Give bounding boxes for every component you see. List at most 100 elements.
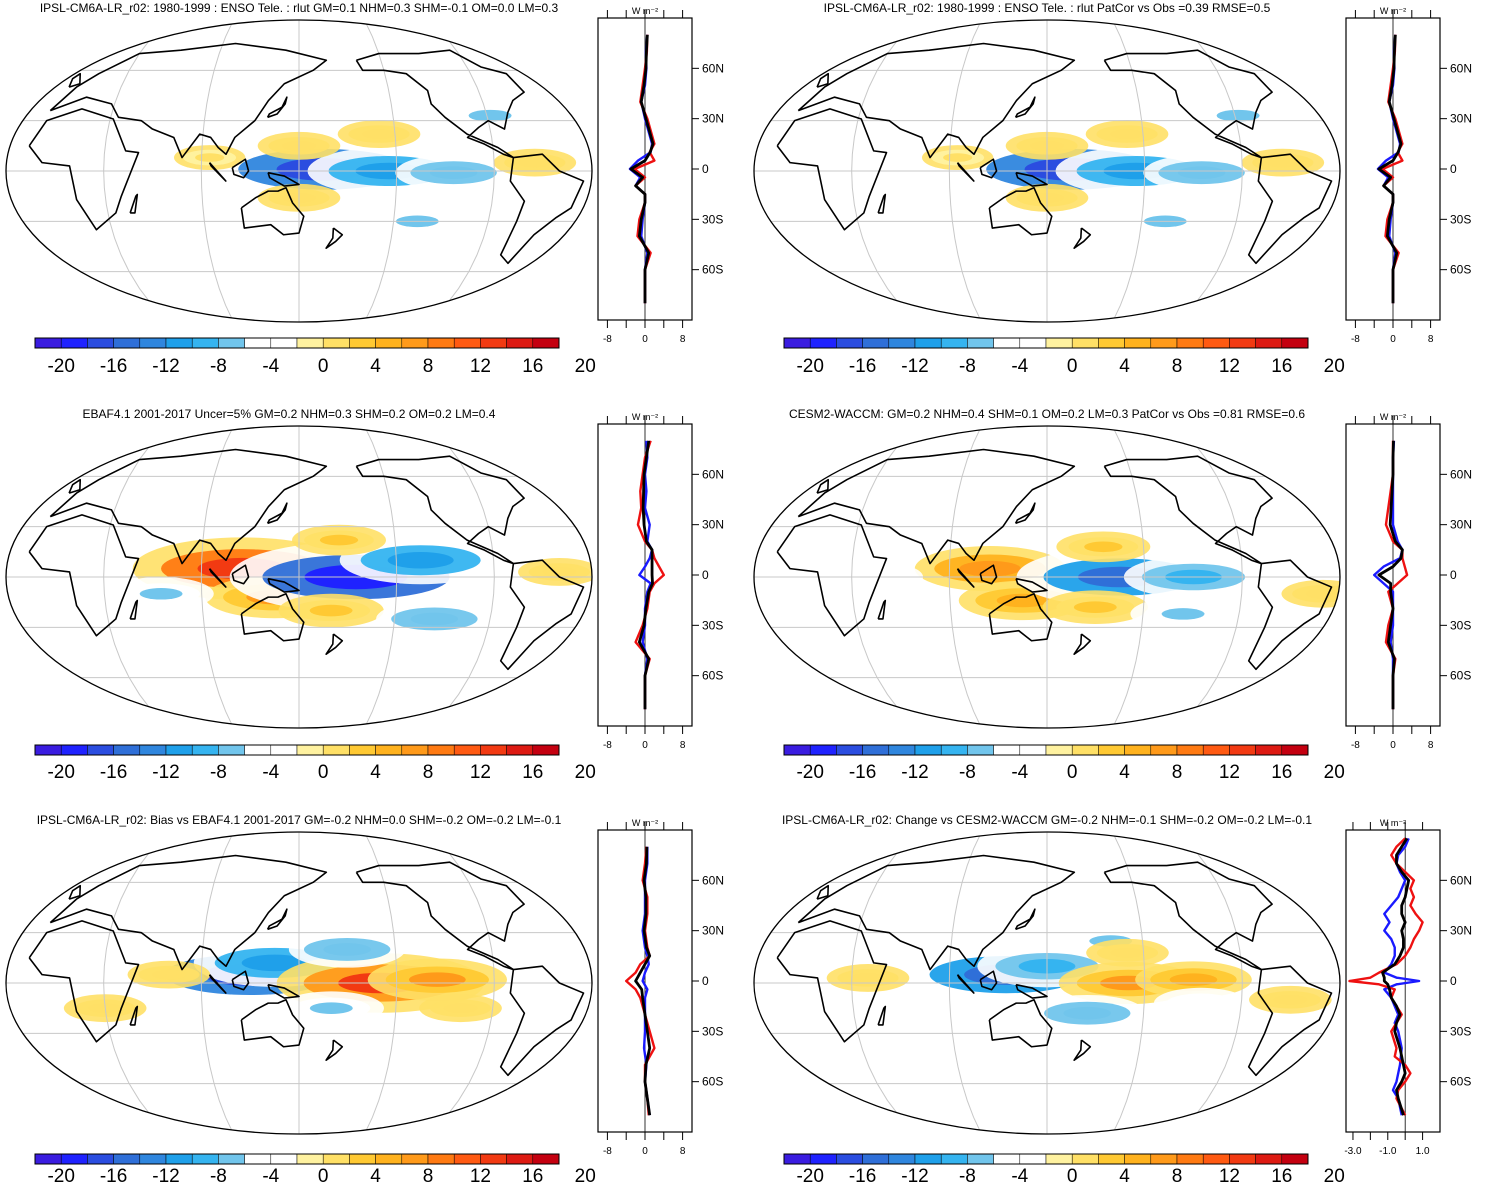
colorbar-label: 16 (522, 1166, 543, 1183)
coastline (988, 186, 1053, 236)
graticule-lon (429, 832, 495, 1134)
coastline (240, 592, 305, 642)
graticule-lon (851, 20, 917, 322)
anomaly-core (362, 129, 396, 139)
colorbar-swatch (1019, 744, 1047, 756)
coastline (69, 438, 534, 477)
coastline (68, 72, 82, 88)
colorbar-swatch (113, 337, 141, 349)
x-tick-label: 8 (1428, 740, 1434, 751)
anomaly-core (1273, 994, 1308, 1005)
anomaly-core (323, 943, 371, 956)
anomaly-core (408, 972, 466, 987)
colorbar: -20 -16 -12 -8 -4 0 4 8 12 16 20 (34, 337, 596, 377)
colorbar-swatch (1124, 1153, 1152, 1165)
colorbar-swatch (427, 744, 455, 756)
colorbar-label: -8 (210, 1166, 227, 1183)
colorbar-swatch (993, 337, 1021, 349)
coastline (877, 1005, 887, 1026)
coastline (49, 854, 328, 971)
colorbar-label: -12 (152, 762, 179, 783)
colorbar-label: 12 (470, 356, 491, 377)
colorbar-swatch (296, 744, 324, 756)
colorbar-swatch (453, 337, 481, 349)
colorbar-swatch (1202, 744, 1230, 756)
coastline (49, 42, 328, 159)
panel-bias-vs-obs: IPSL-CM6A-LR_r02: Bias vs EBAF4.1 2001-2… (5, 813, 724, 1183)
graticule-lon (103, 20, 169, 322)
graticule-lon (103, 832, 169, 1134)
colorbar-swatch (60, 1153, 88, 1165)
colorbar-label: -20 (796, 356, 823, 377)
x-tick-label: -8 (603, 1146, 612, 1157)
colorbar-label: 0 (1067, 1166, 1078, 1183)
colorbar-swatch (60, 744, 88, 756)
lat-label: 60N (702, 873, 724, 887)
colorbar-swatch (427, 1153, 455, 1165)
colorbar-swatch (1281, 337, 1309, 349)
coastline (1103, 49, 1273, 159)
coastline (979, 564, 998, 585)
lat-label: 30N (702, 518, 724, 532)
colorbar-swatch (34, 337, 62, 349)
anomaly-core (241, 954, 308, 972)
anomaly-core (1161, 608, 1205, 620)
x-tick-label: 0 (642, 740, 648, 751)
colorbar-swatch (532, 1153, 560, 1165)
zonal-profile: -8 0 8 W m⁻² 60N 30N 0 30S 60S (1345, 412, 1472, 751)
colorbar: -20 -16 -12 -8 -4 0 4 8 12 16 20 (783, 744, 1345, 783)
lat-label: 30N (1450, 518, 1472, 532)
graticule-lon (429, 426, 495, 728)
colorbar-swatch (1071, 744, 1099, 756)
colorbar-label: 20 (1324, 1166, 1345, 1183)
coastline (267, 577, 300, 593)
anomaly-core (387, 551, 454, 569)
colorbar-swatch (809, 1153, 837, 1165)
colorbar-swatch (191, 744, 219, 756)
colorbar-label: 0 (318, 762, 329, 783)
graticule-lon (103, 426, 169, 728)
colorbar-border (34, 337, 560, 349)
colorbar-swatch (296, 1153, 324, 1165)
colorbar-swatch (1229, 337, 1256, 349)
colorbar-swatch (218, 337, 245, 349)
graticule-lon (429, 20, 495, 322)
lat-label: 0 (1450, 568, 1457, 582)
colorbar-swatch (1229, 1153, 1256, 1165)
x-tick-label: -8 (603, 334, 612, 345)
colorbar-swatch (888, 337, 916, 349)
anomaly-core (943, 153, 973, 162)
colorbar-swatch (165, 1153, 193, 1165)
lat-label: 30N (1450, 112, 1472, 126)
graticule-lon (948, 426, 982, 728)
coastline (68, 884, 82, 900)
lat-label: 30S (1450, 212, 1471, 226)
colorbar-label: -12 (152, 356, 179, 377)
coastline (1247, 153, 1333, 265)
zonal-profile: -8 0 8 W m⁻² 60N 30N 0 30S 60S (597, 6, 724, 345)
coastline (956, 162, 975, 182)
graticule-lon (200, 832, 234, 1134)
colorbar-label: 4 (370, 762, 381, 783)
coastline (325, 1039, 344, 1061)
colorbar-swatch (1150, 744, 1178, 756)
panel-title: IPSL-CM6A-LR_r02: 1980-1999 : ENSO Tele.… (40, 1, 559, 15)
coastline (979, 158, 998, 179)
colorbar-swatch (87, 744, 114, 756)
coastline (956, 974, 975, 994)
graticule-lon (200, 20, 234, 322)
colorbar-label: -8 (210, 762, 227, 783)
unit-label: W m⁻² (1380, 412, 1406, 422)
coastline (1015, 983, 1048, 999)
panel-title: IPSL-CM6A-LR_r02: Change vs CESM2-WACCM … (782, 813, 1312, 827)
coastline (776, 108, 888, 231)
colorbar-swatch (1071, 337, 1099, 349)
colorbar-label: 4 (1119, 762, 1130, 783)
coastline (208, 974, 227, 994)
colorbar-label: -8 (959, 1166, 976, 1183)
coastline (817, 438, 1282, 477)
colorbar-label: -4 (1011, 356, 1028, 377)
coastline (1073, 633, 1092, 655)
zonal-line-difference (1381, 837, 1411, 1116)
graticule-lon (948, 20, 982, 322)
